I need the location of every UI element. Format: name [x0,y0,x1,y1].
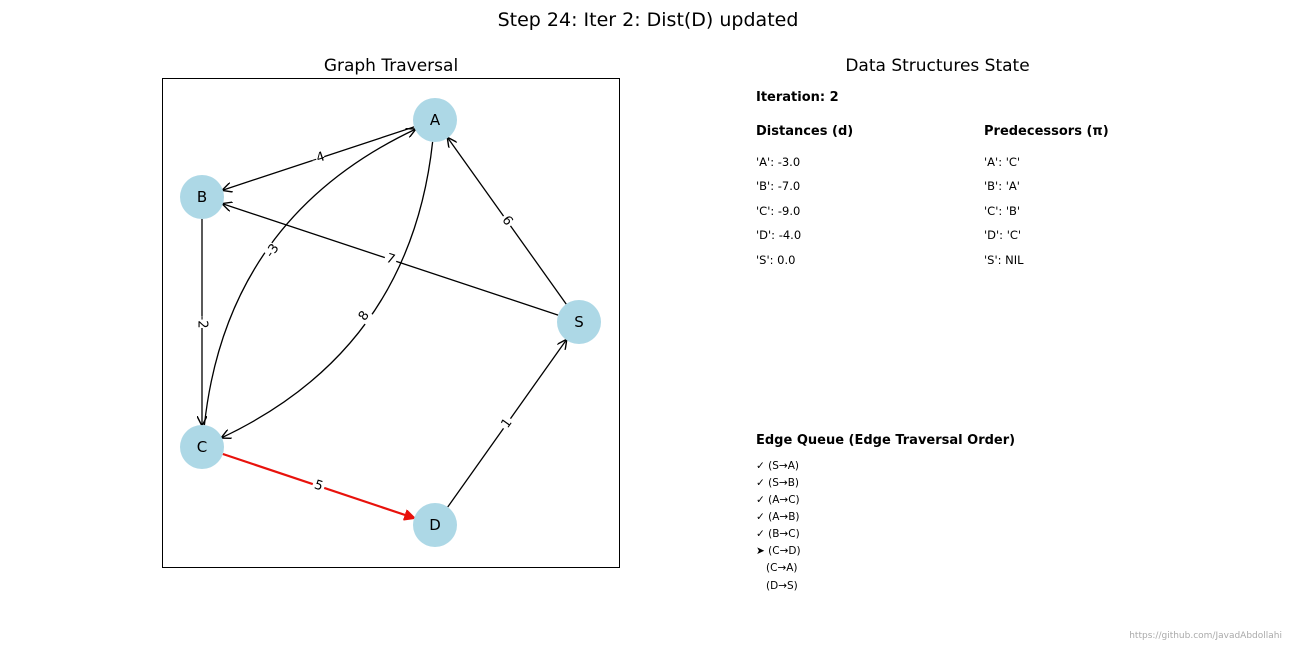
distance-row: 'A': -3.0 [756,155,801,169]
edge-queue-item: ✓ (A→B) [756,511,800,523]
page-title: Step 24: Iter 2: Dist(D) updated [497,9,799,31]
predecessor-row: 'D': 'C' [984,228,1022,242]
credit-link[interactable]: https://github.com/JavadAbdollahi [1129,631,1282,641]
distance-row: 'D': -4.0 [756,228,802,242]
edge-label-bg [310,149,327,168]
edge-a-c [222,141,434,438]
edge-label-bg [497,211,517,231]
graph-panel-title: Graph Traversal [323,56,459,76]
edge-queue-item: ✓ (S→A) [756,460,799,472]
edge-queue-item: (D→S) [756,580,798,592]
edges-layer: -48-367-251 [194,126,566,518]
predecessors-header: Predecessors (π) [984,124,1109,139]
edge-queue-item: (C→A) [756,562,798,574]
edge-label-bg [497,413,517,434]
node-a [413,98,457,142]
data-structures-title: Data Structures State [845,56,1030,76]
edge-queue-item: ✓ (A→C) [756,494,800,506]
predecessor-row: 'S': NIL [984,253,1024,267]
edge-label-bg [382,250,399,269]
predecessor-row: 'C': 'B' [984,204,1021,218]
distances-header: Distances (d) [756,124,854,139]
node-label: D [429,516,441,534]
node-label: S [574,313,584,331]
distance-row: 'C': -9.0 [756,204,801,218]
edge-queue-item: ✓ (B→C) [756,528,800,540]
node-c [180,425,224,469]
edge-weight-label: -3 [263,241,283,260]
node-d [413,503,457,547]
node-b [180,175,224,219]
edge-weight-label: -4 [310,149,327,167]
distance-row: 'B': -7.0 [756,179,801,193]
edge-queue-header: Edge Queue (Edge Traversal Order) [756,433,1016,448]
distance-row: 'S': 0.0 [756,253,796,267]
edge-label-bg [194,316,210,328]
edge-queue-item: ✓ (S→B) [756,477,799,489]
edge-label-bg [310,476,327,496]
edge-c-a [203,129,415,426]
edge-weight-label: -2 [195,316,210,329]
graph-frame [162,78,620,568]
edge-label-bg [262,241,283,261]
node-label: C [197,438,207,456]
node-label: A [430,111,441,129]
nodes-layer: A B C D S [180,98,601,547]
edge-label-bg [354,306,375,326]
predecessor-row: 'B': 'A' [984,179,1020,193]
edge-queue-item-current: ➤ (C→D) [756,545,801,557]
predecessor-row: 'A': 'C' [984,155,1021,169]
node-label: B [197,188,207,206]
iteration-label: Iteration: 2 [756,90,839,105]
node-s [557,300,601,344]
